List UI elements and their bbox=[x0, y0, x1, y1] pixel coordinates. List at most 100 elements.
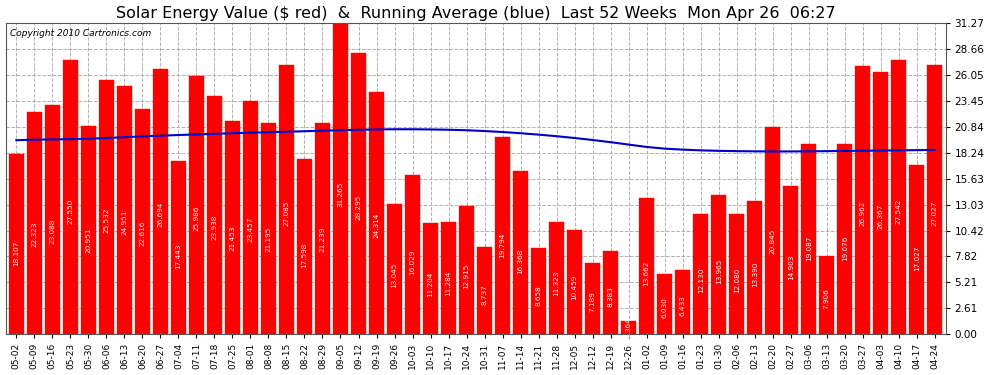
Bar bbox=[622, 321, 636, 334]
Bar bbox=[873, 72, 888, 334]
Text: 22.323: 22.323 bbox=[32, 222, 38, 247]
Text: 21.195: 21.195 bbox=[265, 226, 271, 252]
Text: 23.088: 23.088 bbox=[50, 218, 55, 243]
Bar bbox=[171, 160, 186, 334]
Bar bbox=[640, 198, 654, 334]
Bar bbox=[495, 137, 510, 334]
Text: 14.903: 14.903 bbox=[788, 255, 794, 280]
Bar bbox=[225, 121, 240, 334]
Text: 21.239: 21.239 bbox=[320, 226, 326, 252]
Text: 16.029: 16.029 bbox=[410, 250, 416, 275]
Text: 7.189: 7.189 bbox=[590, 292, 596, 312]
Text: 20.845: 20.845 bbox=[769, 228, 776, 254]
Bar bbox=[81, 126, 96, 334]
Bar bbox=[99, 80, 114, 334]
Text: 12.130: 12.130 bbox=[698, 267, 704, 292]
Bar bbox=[207, 96, 222, 334]
Text: 26.694: 26.694 bbox=[157, 202, 163, 227]
Text: 13.390: 13.390 bbox=[751, 261, 757, 287]
Bar bbox=[351, 53, 366, 334]
Bar bbox=[585, 262, 600, 334]
Bar bbox=[675, 270, 690, 334]
Text: 6.433: 6.433 bbox=[679, 295, 686, 316]
Text: 23.457: 23.457 bbox=[248, 216, 253, 242]
Text: 11.204: 11.204 bbox=[428, 272, 434, 297]
Text: 22.616: 22.616 bbox=[140, 220, 146, 246]
Text: 31.265: 31.265 bbox=[338, 182, 344, 207]
Bar bbox=[820, 255, 835, 334]
Bar bbox=[693, 213, 708, 334]
Title: Solar Energy Value ($ red)  &  Running Average (blue)  Last 52 Weeks  Mon Apr 26: Solar Energy Value ($ red) & Running Ave… bbox=[116, 6, 836, 21]
Text: 18.107: 18.107 bbox=[13, 240, 20, 266]
Bar bbox=[730, 214, 744, 334]
Text: 24.951: 24.951 bbox=[122, 210, 128, 235]
Text: 13.965: 13.965 bbox=[716, 259, 722, 284]
Text: 10.459: 10.459 bbox=[571, 274, 577, 300]
Text: 6.030: 6.030 bbox=[661, 297, 667, 318]
Text: 27.085: 27.085 bbox=[283, 200, 289, 226]
Bar bbox=[405, 175, 420, 334]
Bar bbox=[891, 60, 906, 334]
Bar bbox=[63, 60, 78, 334]
Bar bbox=[838, 144, 852, 334]
Text: 17.598: 17.598 bbox=[302, 243, 308, 268]
Text: 13.662: 13.662 bbox=[644, 260, 649, 286]
Text: Copyright 2010 Cartronics.com: Copyright 2010 Cartronics.com bbox=[10, 29, 151, 38]
Bar bbox=[910, 165, 924, 334]
Text: 24.314: 24.314 bbox=[373, 213, 379, 238]
Text: 11.284: 11.284 bbox=[446, 271, 451, 296]
Text: 27.027: 27.027 bbox=[932, 201, 938, 226]
Bar bbox=[153, 69, 167, 334]
Text: 12.080: 12.080 bbox=[734, 267, 740, 293]
Bar bbox=[567, 230, 582, 334]
Bar bbox=[261, 123, 276, 334]
Text: 19.794: 19.794 bbox=[500, 233, 506, 258]
Bar bbox=[27, 112, 42, 334]
Text: 27.542: 27.542 bbox=[896, 198, 902, 223]
Bar bbox=[801, 144, 816, 334]
Bar bbox=[279, 65, 294, 334]
Bar bbox=[387, 204, 402, 334]
Text: 23.938: 23.938 bbox=[212, 214, 218, 240]
Text: 25.532: 25.532 bbox=[103, 207, 110, 232]
Bar bbox=[45, 105, 59, 334]
Text: 27.550: 27.550 bbox=[67, 198, 73, 223]
Text: 19.087: 19.087 bbox=[806, 236, 812, 261]
Bar bbox=[711, 195, 726, 334]
Text: 25.986: 25.986 bbox=[193, 205, 199, 231]
Bar bbox=[928, 65, 942, 334]
Text: 16.368: 16.368 bbox=[518, 248, 524, 274]
Bar bbox=[117, 86, 132, 334]
Bar bbox=[297, 159, 312, 334]
Bar bbox=[783, 186, 798, 334]
Bar bbox=[513, 171, 528, 334]
Text: 17.443: 17.443 bbox=[175, 243, 181, 269]
Bar bbox=[747, 201, 762, 334]
Bar bbox=[459, 206, 474, 334]
Text: 1.364: 1.364 bbox=[626, 318, 632, 338]
Text: 8.737: 8.737 bbox=[481, 285, 487, 305]
Text: 13.045: 13.045 bbox=[391, 263, 398, 288]
Bar bbox=[477, 247, 492, 334]
Bar bbox=[189, 76, 204, 334]
Text: 11.323: 11.323 bbox=[553, 271, 559, 296]
Text: 8.658: 8.658 bbox=[536, 285, 542, 306]
Bar bbox=[532, 248, 545, 334]
Text: 19.076: 19.076 bbox=[842, 236, 847, 261]
Bar bbox=[244, 101, 257, 334]
Text: 20.951: 20.951 bbox=[85, 228, 91, 253]
Text: 17.027: 17.027 bbox=[914, 245, 920, 271]
Bar bbox=[369, 92, 384, 334]
Bar bbox=[657, 274, 672, 334]
Bar bbox=[603, 251, 618, 334]
Bar bbox=[9, 154, 24, 334]
Bar bbox=[423, 223, 438, 334]
Bar bbox=[315, 123, 330, 334]
Text: 26.962: 26.962 bbox=[859, 201, 865, 226]
Text: 26.367: 26.367 bbox=[878, 204, 884, 229]
Bar bbox=[765, 127, 780, 334]
Text: 21.453: 21.453 bbox=[230, 225, 236, 251]
Bar bbox=[855, 66, 870, 334]
Bar bbox=[549, 222, 564, 334]
Text: 7.906: 7.906 bbox=[824, 288, 830, 309]
